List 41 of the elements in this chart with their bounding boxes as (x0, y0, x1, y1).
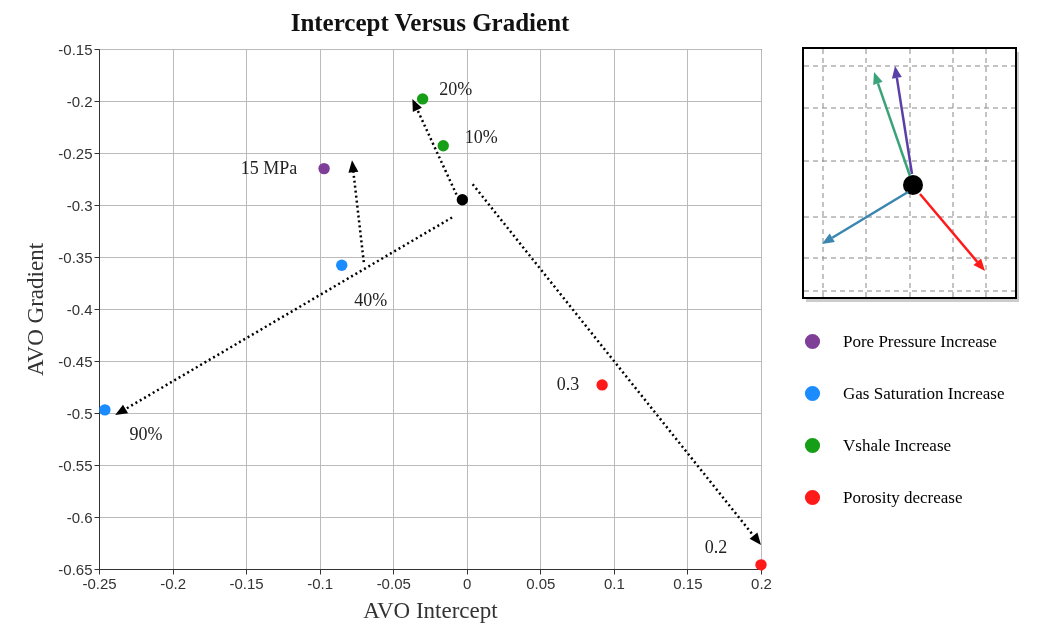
annotation: 0.2 (704, 536, 728, 557)
y-tick-label: -0.5 (66, 404, 93, 422)
annotation: 0.3 (556, 373, 580, 394)
legend-label: Porosity decrease (843, 487, 963, 507)
annotation: 15 MPa (240, 157, 298, 178)
y-tick-label: -0.35 (58, 248, 93, 266)
y-tick-label: -0.3 (66, 196, 93, 214)
y-tick-label: -0.15 (58, 40, 93, 58)
annotation: 90% (129, 423, 163, 444)
legend-label: Gas Saturation Increase (843, 383, 1005, 403)
legend-label: Vshale Increase (843, 435, 952, 455)
annotation: 40% (354, 290, 388, 311)
x-tick-label: -0.15 (229, 574, 264, 592)
point (755, 559, 767, 571)
y-tick-label: -0.6 (66, 508, 93, 526)
x-axis-title: AVO Intercept (363, 597, 499, 623)
point (99, 404, 111, 416)
point (336, 259, 348, 272)
y-tick-label: -0.4 (66, 300, 93, 318)
chart-title: Intercept Versus Gradient (290, 9, 571, 36)
annotation: 20% (439, 78, 473, 99)
point (437, 140, 449, 152)
y-axis-title: AVO Gradient (23, 242, 49, 377)
legend-label: Pore Pressure Increase (843, 331, 997, 351)
y-tick-label: -0.25 (58, 144, 93, 162)
y-tick-label: -0.55 (58, 456, 93, 474)
annotation: 10% (464, 126, 498, 147)
x-tick-label: 0.1 (603, 574, 625, 592)
point (318, 162, 330, 175)
y-tick-label: -0.2 (66, 92, 93, 110)
x-tick-label: 0 (463, 574, 472, 592)
x-tick-label: 0.15 (673, 574, 703, 592)
x-tick-label: 0.2 (751, 574, 772, 592)
x-tick-label: -0.1 (307, 574, 334, 592)
point (596, 379, 608, 391)
y-tick-label: -0.45 (58, 352, 93, 370)
point (416, 93, 429, 105)
point (456, 194, 469, 206)
x-tick-label: 0.05 (526, 574, 556, 592)
x-tick-label: -0.2 (160, 574, 186, 592)
x-tick-label: -0.05 (376, 574, 411, 592)
